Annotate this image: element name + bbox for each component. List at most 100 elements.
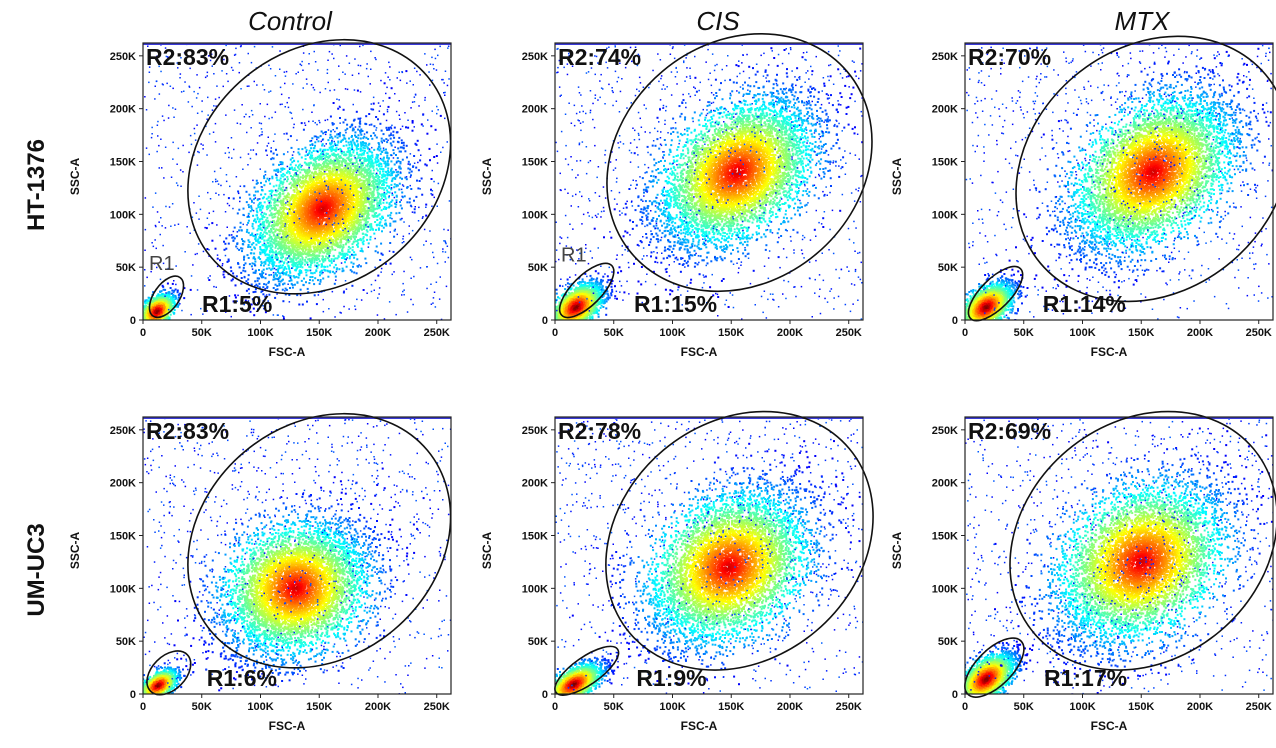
y-tick-label: 50K (528, 262, 548, 274)
y-tick-label: 100K (110, 209, 136, 221)
gate-r1-ellipse (967, 265, 1024, 322)
event-dots (143, 43, 451, 320)
plot-frame (964, 42, 1274, 321)
y-tick-label: 200K (110, 104, 136, 116)
x-tick-label: 200K (1187, 701, 1213, 713)
x-tick-label: 150K (718, 327, 744, 339)
y-tick-label: 200K (932, 478, 958, 490)
gate-r2-percent-label: R2:69% (968, 418, 1051, 444)
x-tick-label: 50K (1014, 327, 1034, 339)
gate-r1-percent-label: R1:15% (634, 291, 717, 317)
plot-frame (142, 42, 452, 321)
x-tick-label: 200K (777, 327, 803, 339)
column-title-mtx: MTX (1115, 6, 1172, 36)
y-tick-label: 150K (522, 156, 548, 168)
y-axis-label: SSC-A (68, 532, 82, 570)
scatter-panel-5: R1:17% R2:69% 00 50K 50K 100K 100K 150K 150K 200K… (890, 410, 1276, 733)
x-tick-label: 100K (1069, 701, 1095, 713)
y-tick-label: 250K (110, 51, 136, 63)
y-tick-label: 150K (522, 530, 548, 542)
y-axis-label: SSC-A (480, 532, 494, 570)
y-tick-label: 250K (522, 51, 548, 63)
gate-r2-ellipse (605, 410, 874, 671)
y-axis-label: SSC-A (890, 532, 904, 570)
y-tick-label: 100K (522, 583, 548, 595)
gate-r2-ellipse (1015, 35, 1276, 303)
x-tick-label: 0 (552, 327, 558, 339)
x-tick-label: 50K (604, 701, 624, 713)
y-tick-label: 100K (110, 583, 136, 595)
gate-r2-ellipse (187, 412, 452, 669)
gate-r1-ellipse (146, 650, 192, 696)
y-tick-label: 0 (952, 689, 958, 701)
y-tick-label: 200K (522, 478, 548, 490)
y-axis-label: SSC-A (890, 158, 904, 196)
x-tick-label: 0 (140, 327, 146, 339)
x-axis-label: FSC-A (269, 719, 306, 733)
x-tick-label: 250K (836, 701, 862, 713)
gate-r2-ellipse (1009, 410, 1276, 671)
scatter-panel-1: R1:15% R1 R2:74% 00 50K 50K 100K 100K 150K 150K 20… (480, 32, 873, 359)
x-tick-label: 200K (365, 327, 391, 339)
y-tick-label: 150K (110, 530, 136, 542)
y-tick-label: 50K (528, 636, 548, 648)
x-tick-label: 100K (659, 701, 685, 713)
y-tick-label: 250K (932, 51, 958, 63)
gate-r1-name-label: R1 (561, 245, 587, 267)
x-tick-label: 250K (1246, 701, 1272, 713)
gate-r2-percent-label: R2:70% (968, 44, 1051, 70)
saturation-edge (143, 43, 451, 45)
y-tick-label: 250K (932, 425, 958, 437)
gate-r1-ellipse (558, 262, 615, 319)
gate-r1-percent-label: R1:5% (202, 291, 272, 317)
y-tick-label: 200K (932, 104, 958, 116)
scatter-panel-2: R1:14% R2:70% 00 50K 50K 100K 100K 150K 150K 200K… (890, 35, 1276, 359)
row-label-umuc3: UM-UC3 (23, 523, 50, 616)
x-tick-label: 200K (365, 701, 391, 713)
y-tick-label: 50K (938, 636, 958, 648)
scatter-panel-4: R1:9%R2:78%0050K50K100K100K150K150K200K2… (480, 410, 874, 733)
y-tick-label: 0 (952, 315, 958, 327)
x-tick-label: 50K (192, 327, 212, 339)
y-tick-label: 0 (130, 689, 136, 701)
x-axis-label: FSC-A (681, 345, 718, 359)
event-dots (965, 43, 1273, 320)
gate-r1-ellipse (148, 275, 185, 319)
y-tick-label: 150K (932, 530, 958, 542)
y-tick-label: 50K (116, 262, 136, 274)
y-tick-label: 0 (542, 689, 548, 701)
event-dots (555, 417, 863, 694)
x-tick-label: 150K (1128, 327, 1154, 339)
y-axis-label: SSC-A (480, 158, 494, 196)
x-tick-label: 250K (424, 327, 450, 339)
x-tick-label: 0 (962, 327, 968, 339)
gate-r2-percent-label: R2:78% (558, 418, 641, 444)
column-title-cis: CIS (696, 6, 740, 36)
y-tick-label: 50K (116, 636, 136, 648)
x-axis-label: FSC-A (1091, 345, 1128, 359)
x-tick-label: 250K (836, 327, 862, 339)
y-tick-label: 100K (932, 209, 958, 221)
gate-r2-ellipse (606, 32, 873, 293)
gate-r1-ellipse (554, 645, 620, 696)
column-title-control: Control (248, 6, 333, 36)
x-tick-label: 250K (424, 701, 450, 713)
plot-frame (142, 416, 452, 695)
gate-r2-percent-label: R2:83% (146, 44, 229, 70)
y-tick-label: 100K (522, 209, 548, 221)
x-axis-label: FSC-A (681, 719, 718, 733)
x-tick-label: 50K (1014, 701, 1034, 713)
x-tick-label: 0 (552, 701, 558, 713)
x-tick-label: 150K (718, 701, 744, 713)
y-axis-label: SSC-A (68, 158, 82, 196)
x-tick-label: 150K (306, 327, 332, 339)
gate-r1-percent-label: R1:14% (1043, 291, 1126, 317)
x-tick-label: 100K (247, 327, 273, 339)
gate-r1-name-label: R1 (149, 253, 175, 275)
x-tick-label: 50K (192, 701, 212, 713)
x-tick-label: 100K (1069, 327, 1095, 339)
gate-r2-percent-label: R2:83% (146, 418, 229, 444)
x-tick-label: 50K (604, 327, 624, 339)
gate-r2-percent-label: R2:74% (558, 44, 641, 70)
